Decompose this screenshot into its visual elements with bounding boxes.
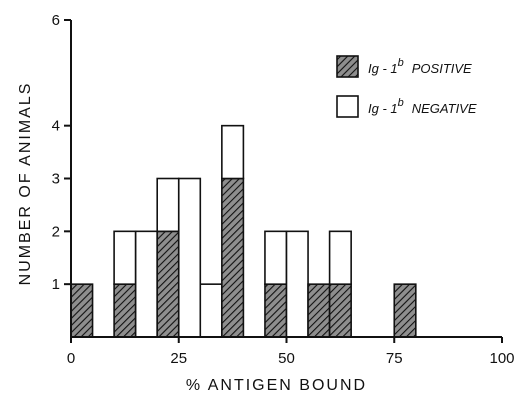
bar-negative-15 <box>134 230 158 338</box>
bar-negative-50 <box>285 230 309 338</box>
x-axis-title: % ANTIGEN BOUND <box>186 377 367 394</box>
bar-positive-55 <box>307 283 331 338</box>
bar-positive-35 <box>221 177 245 338</box>
x-tick-label-0: 0 <box>67 350 75 367</box>
x-tick-label-25: 25 <box>170 350 187 367</box>
bar-negative-10 <box>113 230 137 285</box>
legend: Ig - 1b POSITIVE Ig - 1b NEGATIVE <box>336 55 477 118</box>
y-tick-label-2: 2 <box>52 223 60 240</box>
bar-negative-60 <box>328 230 352 285</box>
legend-label-open: Ig - 1b NEGATIVE <box>368 97 477 116</box>
bars-layer <box>70 124 417 338</box>
bar-positive-0 <box>70 283 94 338</box>
bar-positive-10 <box>113 283 137 338</box>
legend-swatch-hatched <box>336 55 359 78</box>
bar-positive-20 <box>156 230 180 338</box>
y-tick-label-6: 6 <box>52 12 60 29</box>
bar-positive-45 <box>264 283 288 338</box>
y-tick-label-1: 1 <box>52 276 60 293</box>
bar-negative-20 <box>156 177 180 233</box>
y-tick-label-3: 3 <box>52 171 60 188</box>
legend-swatch-open <box>336 95 359 118</box>
bar-negative-30 <box>199 283 223 338</box>
ticks-layer: 0 25 50 75 100 1 2 3 4 6 <box>52 12 515 367</box>
legend-label-hatched: Ig - 1b POSITIVE <box>368 57 472 76</box>
x-tick-label-75: 75 <box>386 350 403 367</box>
bar-positive-75 <box>393 283 417 338</box>
y-axis-title: NUMBER OF ANIMALS <box>17 82 34 286</box>
bar-negative-25 <box>177 177 202 338</box>
x-tick-label-50: 50 <box>278 350 295 367</box>
x-tick-label-100: 100 <box>489 350 514 367</box>
bar-negative-45 <box>264 230 288 285</box>
bar-negative-35 <box>221 124 245 180</box>
y-tick-label-4: 4 <box>52 118 60 135</box>
bar-positive-60 <box>328 283 352 338</box>
